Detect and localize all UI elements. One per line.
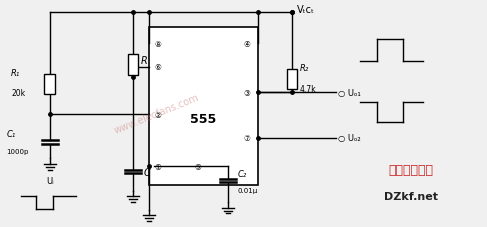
Text: 555: 555: [190, 113, 217, 126]
Text: ⑤: ⑤: [195, 162, 202, 171]
Text: R: R: [141, 56, 148, 66]
Bar: [44, 74, 55, 94]
Text: ③: ③: [244, 88, 251, 97]
Text: ⑧: ⑧: [154, 39, 161, 49]
Text: www.elecfans.com: www.elecfans.com: [112, 92, 200, 135]
Text: 电子开发社区: 电子开发社区: [388, 163, 433, 176]
Text: Uᵢ: Uᵢ: [46, 176, 54, 185]
Text: R₁: R₁: [11, 69, 20, 78]
Text: ④: ④: [244, 39, 251, 49]
Text: C₂: C₂: [238, 170, 247, 178]
Text: DZkf.net: DZkf.net: [384, 192, 437, 201]
Text: ②: ②: [154, 110, 161, 119]
Text: ○ Uₒ₂: ○ Uₒ₂: [338, 134, 360, 143]
Text: ①: ①: [154, 162, 161, 171]
Text: R₂: R₂: [300, 64, 309, 73]
Text: ○ Uₒ₁: ○ Uₒ₁: [338, 88, 361, 97]
Text: 4.7k: 4.7k: [300, 84, 316, 93]
Bar: [149, 28, 258, 185]
Text: Vₜcₜ: Vₜcₜ: [297, 5, 315, 15]
Text: C₁: C₁: [6, 129, 16, 138]
Bar: [286, 70, 297, 90]
Bar: [128, 55, 138, 75]
Text: 0.01μ: 0.01μ: [238, 187, 258, 193]
Text: ⑥: ⑥: [154, 63, 161, 72]
Text: 1000p: 1000p: [6, 149, 29, 155]
Text: C: C: [144, 167, 150, 177]
Text: 20k: 20k: [11, 89, 25, 98]
Text: ⑦: ⑦: [244, 134, 251, 143]
